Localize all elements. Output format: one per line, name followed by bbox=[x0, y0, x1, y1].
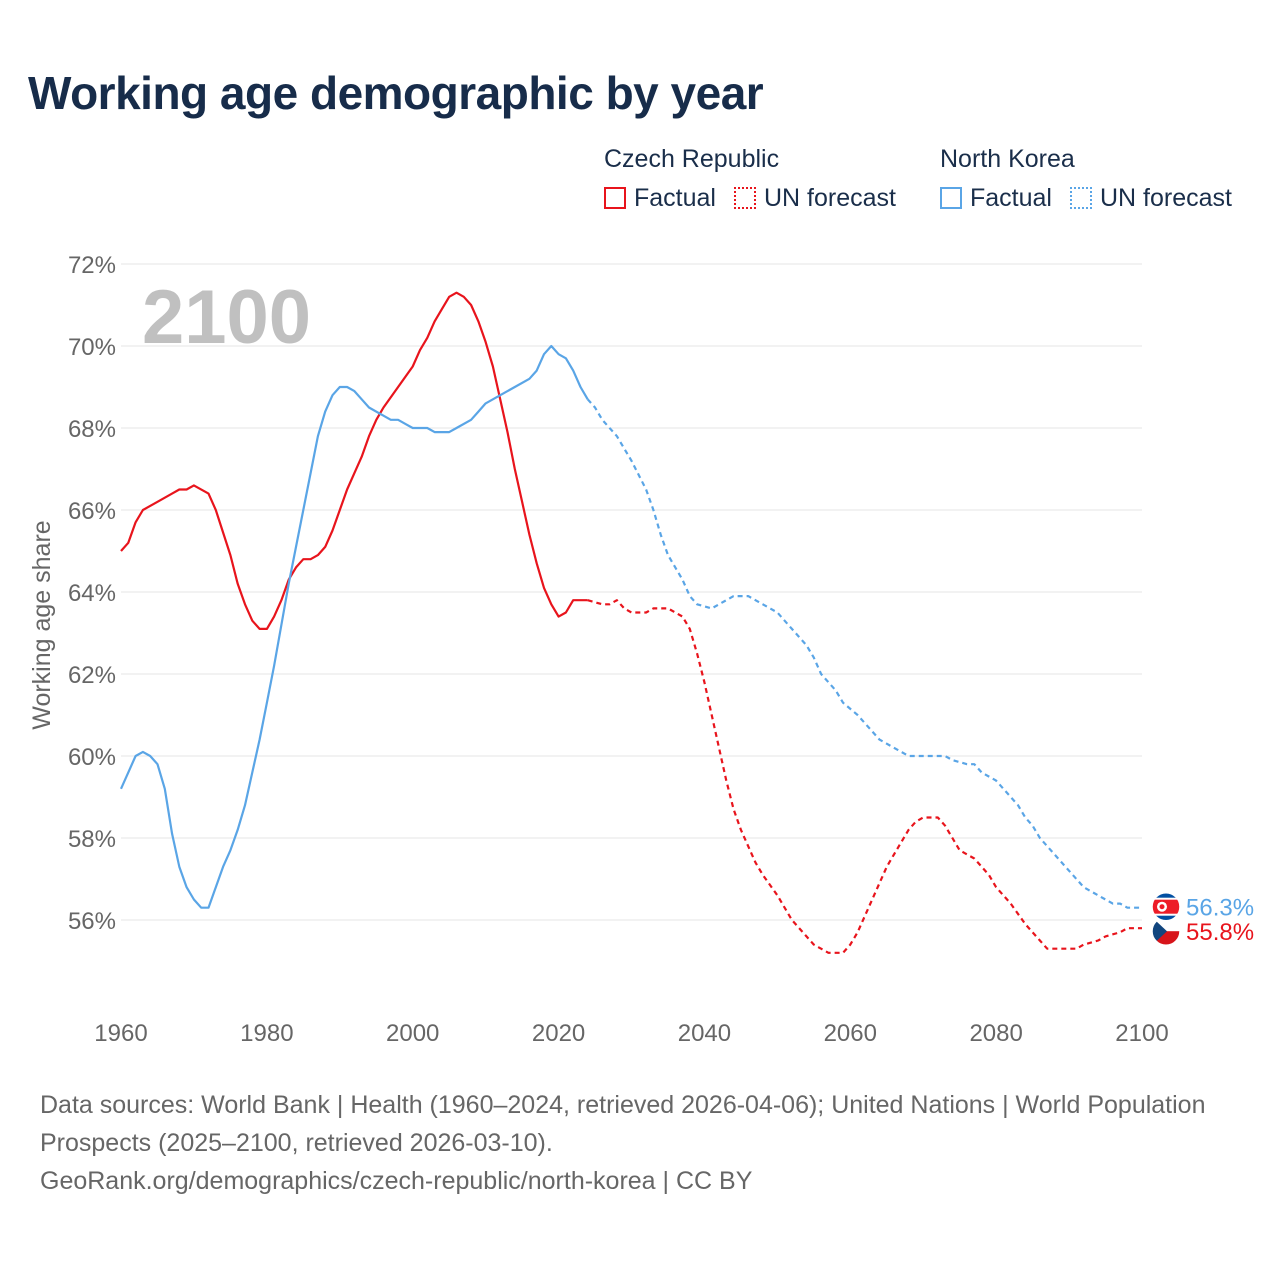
legend-label: Factual bbox=[970, 183, 1052, 212]
y-tick-label: 60% bbox=[68, 744, 116, 771]
x-axis-ticks: 1960 1980 2000 2020 2040 2060 2080 2100 bbox=[94, 1020, 1168, 1047]
y-tick-label: 62% bbox=[68, 662, 116, 689]
series-lines bbox=[119, 291, 1142, 954]
y-tick-label: 70% bbox=[68, 334, 116, 361]
north-korea-factual-line bbox=[119, 344, 589, 909]
footer: Data sources: World Bank | Health (1960–… bbox=[40, 1086, 1240, 1200]
line-chart: 56% 58% 60% 62% 64% 66% 68% 70% 72% 1960 1980 2000… bbox=[28, 252, 1254, 1047]
legend-north-korea: North Korea Factual UN forecast bbox=[940, 142, 1250, 220]
legend-swatch-dotted bbox=[1069, 187, 1092, 209]
north-korea-end-label: 56.3% bbox=[1186, 895, 1254, 922]
y-tick-label: 72% bbox=[68, 252, 116, 279]
end-markers: 55.8%56.3% bbox=[1151, 891, 1254, 946]
legend-item-factual[interactable]: Factual bbox=[940, 184, 1052, 213]
legend-swatch-dotted bbox=[733, 187, 756, 209]
legend-label: UN forecast bbox=[1099, 183, 1232, 212]
legend-swatch-solid bbox=[604, 187, 626, 209]
x-tick-label: 1960 bbox=[94, 1020, 147, 1047]
y-tick-label: 66% bbox=[68, 498, 116, 525]
y-tick-label: 68% bbox=[68, 416, 116, 443]
legend-label: UN forecast bbox=[763, 183, 896, 212]
x-tick-label: 2040 bbox=[678, 1020, 731, 1047]
czech-republic-forecast-line bbox=[587, 599, 1142, 954]
x-tick-label: 2020 bbox=[532, 1020, 585, 1047]
north-korea-flag-icon bbox=[1151, 891, 1181, 922]
x-tick-label: 2000 bbox=[386, 1020, 439, 1047]
grid-lines bbox=[121, 263, 1142, 921]
chart-title: Working age demographic by year bbox=[28, 67, 764, 119]
y-tick-label: 56% bbox=[68, 908, 116, 935]
north-korea-forecast-line bbox=[586, 398, 1142, 909]
legend-swatch-solid bbox=[940, 187, 962, 209]
y-axis-ticks: 56% 58% 60% 62% 64% 66% 68% 70% 72% bbox=[68, 252, 116, 935]
year-overlay: 2100 bbox=[142, 275, 311, 360]
czech-republic-flag-icon bbox=[1151, 916, 1181, 946]
data-sources: Data sources: World Bank | Health (1960–… bbox=[40, 1091, 1206, 1157]
y-tick-label: 64% bbox=[68, 580, 116, 607]
czech-republic-factual-line bbox=[120, 291, 588, 630]
source-link[interactable]: GeoRank.org/demographics/czech-republic/… bbox=[40, 1167, 753, 1195]
y-axis-label: Working age share bbox=[28, 520, 56, 729]
legend-item-forecast[interactable]: UN forecast bbox=[1069, 183, 1232, 213]
legend-group-title: North Korea bbox=[940, 145, 1075, 173]
x-tick-label: 1980 bbox=[240, 1020, 293, 1047]
x-tick-label: 2100 bbox=[1115, 1020, 1168, 1047]
legend-czech-republic: Czech Republic Factual UN forecast bbox=[604, 142, 914, 220]
legend-item-forecast[interactable]: UN forecast bbox=[733, 183, 896, 213]
legend-item-factual[interactable]: Factual bbox=[604, 184, 716, 213]
x-tick-label: 2060 bbox=[824, 1020, 877, 1047]
x-tick-label: 2080 bbox=[969, 1020, 1022, 1047]
czech-republic-end-label: 55.8% bbox=[1186, 919, 1254, 946]
legend-label: Factual bbox=[634, 183, 716, 212]
legend-group-title: Czech Republic bbox=[604, 145, 780, 173]
y-tick-label: 58% bbox=[68, 826, 116, 853]
